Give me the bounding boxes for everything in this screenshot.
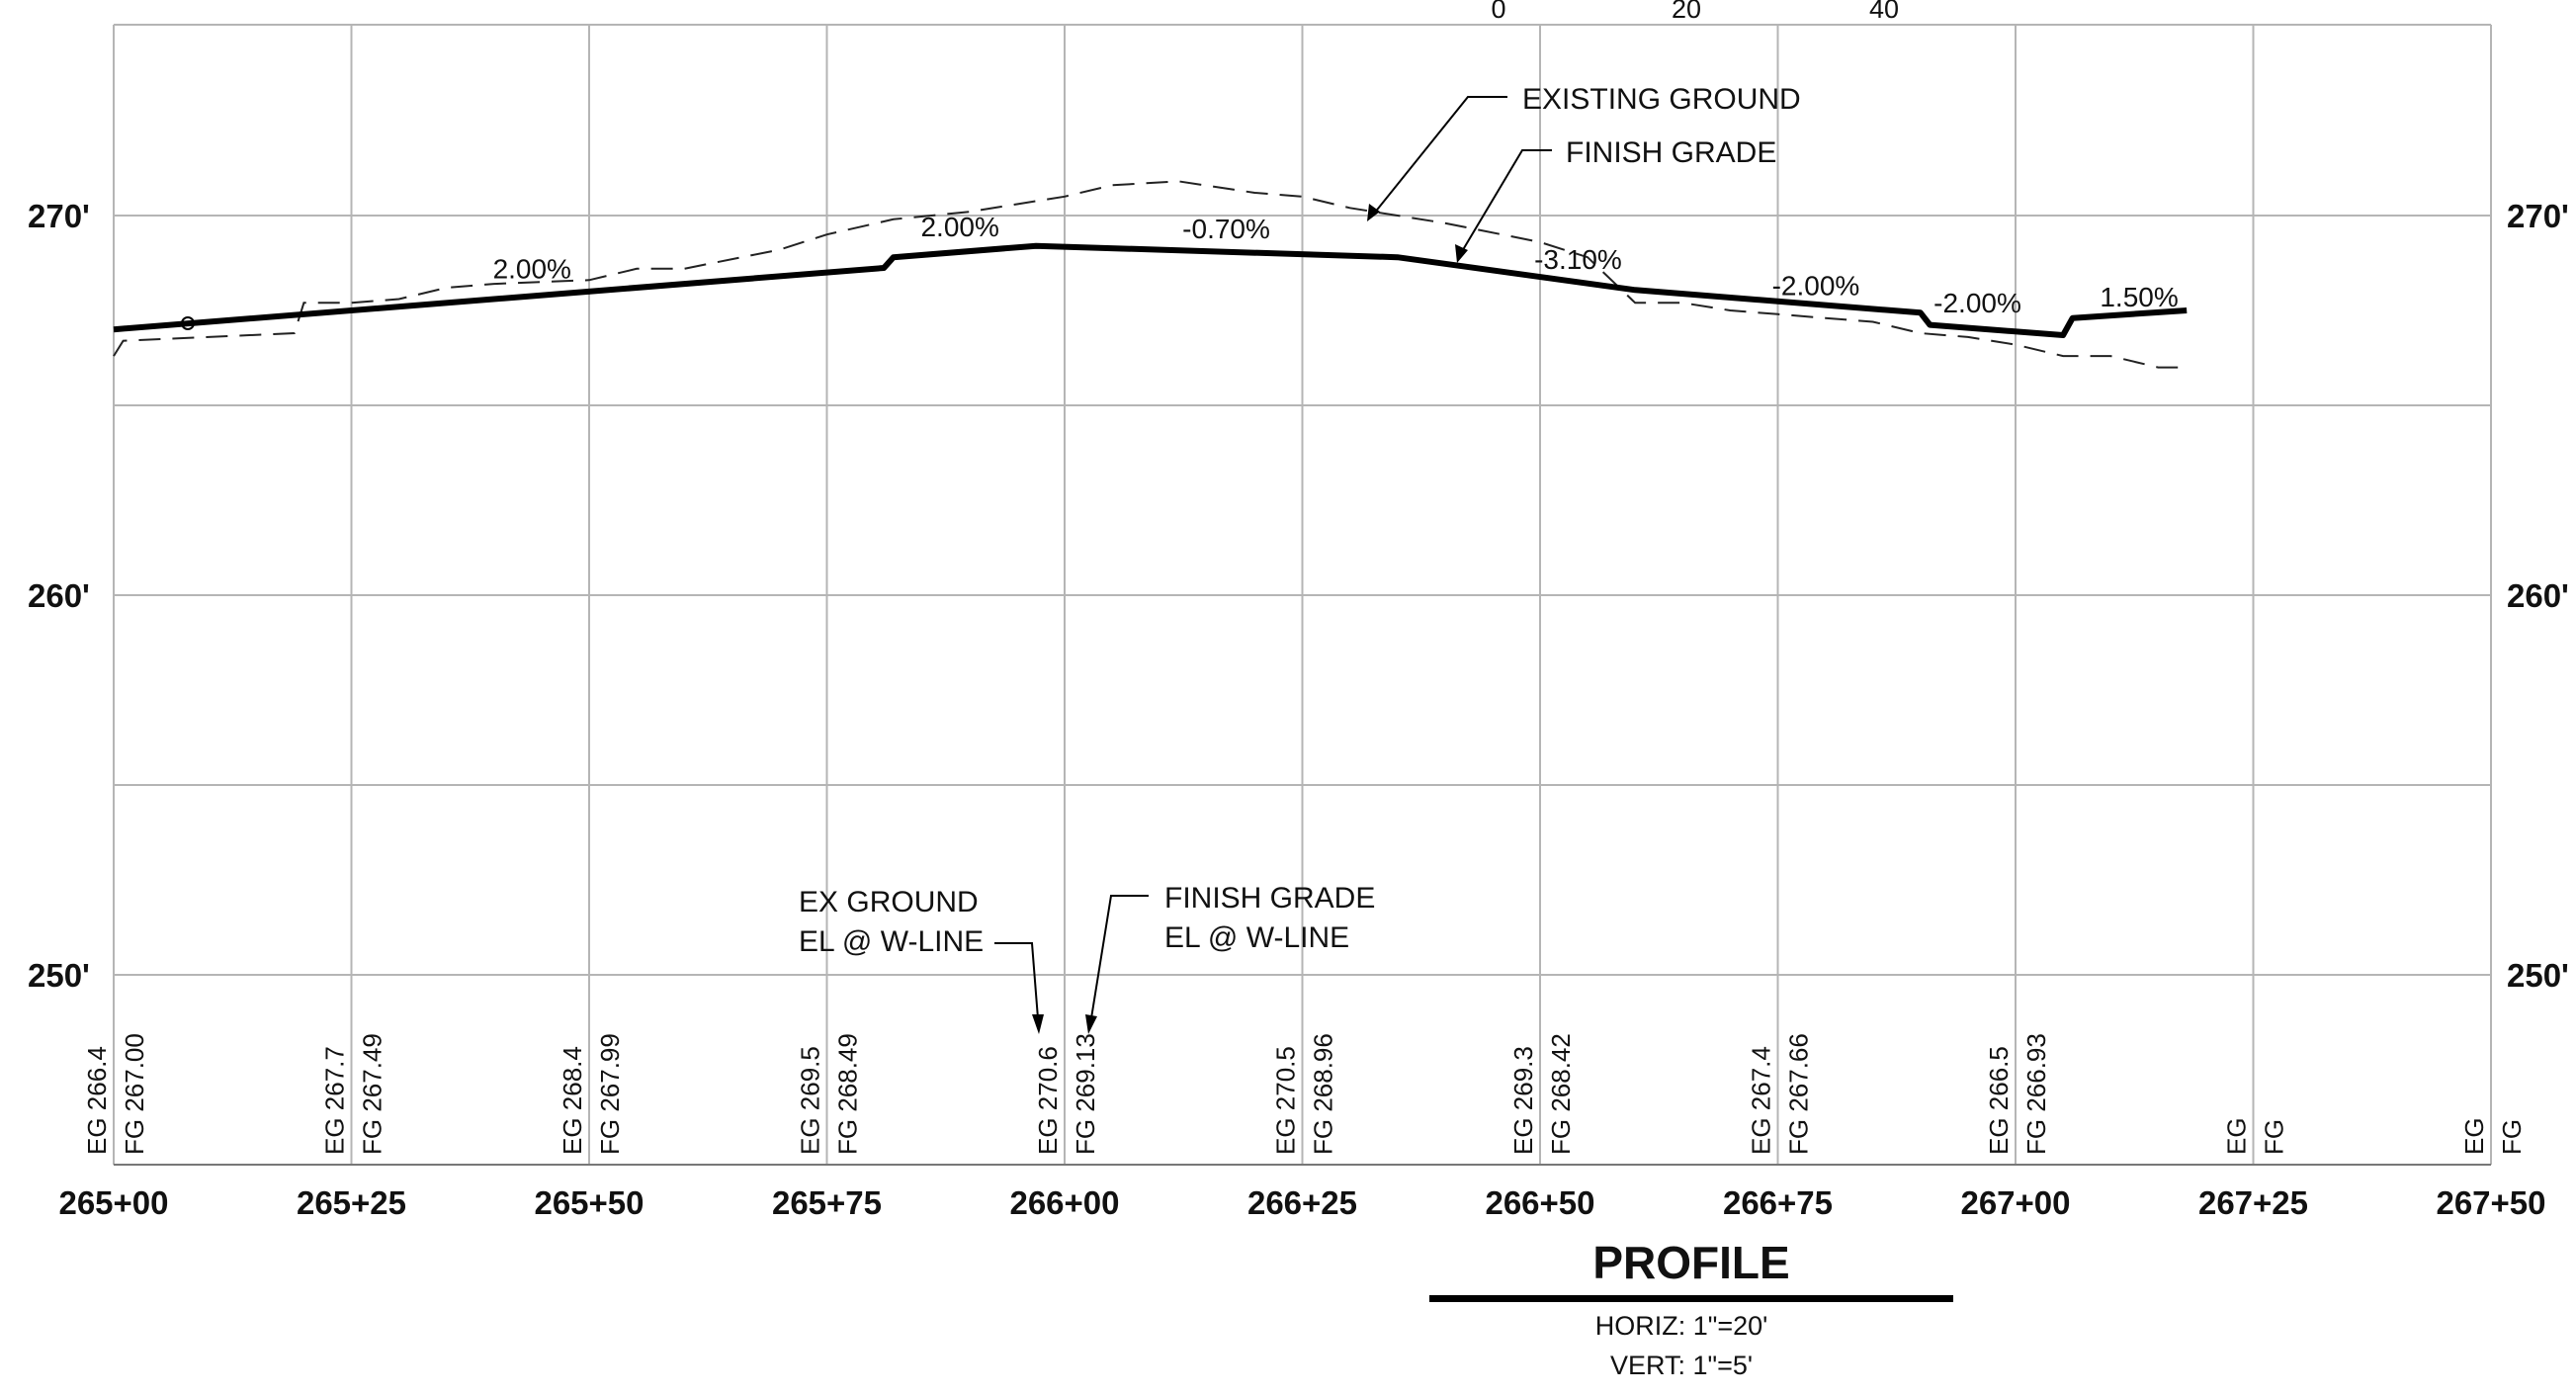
finish-grade-line <box>113 242 2188 338</box>
eg-value: EG 268.4 <box>558 1046 587 1155</box>
title-underline <box>1429 1295 1953 1302</box>
station-label: 265+75 <box>772 1184 882 1221</box>
fg-value: FG <box>2260 1119 2289 1155</box>
station-label: 267+50 <box>2436 1184 2545 1221</box>
station-labels: 265+00 265+25 265+50 265+75 266+00 266+25 266+… <box>58 1184 2545 1221</box>
begin-marker <box>181 316 195 330</box>
finish-grade-w-line-callout: FINISH GRADE EL @ W-LINE <box>1085 882 1375 1034</box>
elevation-label-250-right: 250' <box>2507 957 2569 994</box>
fg-value: FG 268.49 <box>833 1033 863 1155</box>
fg-value: FG 269.13 <box>1071 1033 1100 1155</box>
eg-value: EG 270.6 <box>1033 1046 1063 1155</box>
fg-value: FG 268.42 <box>1546 1033 1576 1155</box>
scale-label-40: 40 <box>1869 0 1899 24</box>
ex-ground-label-line1: EX GROUND <box>799 886 979 918</box>
fg-value: FG 267.99 <box>595 1033 625 1155</box>
vert-scale-label: VERT: 1"=5' <box>1610 1351 1753 1380</box>
eg-value: EG 267.7 <box>320 1046 350 1155</box>
horiz-scale-label: HORIZ: 1"=20' <box>1595 1311 1768 1341</box>
elevation-labels-right: 270' 260' 250' <box>2507 198 2569 994</box>
eg-value: EG <box>2459 1117 2489 1155</box>
grade-label: -3.10% <box>1534 244 1622 275</box>
eg-value: EG 269.3 <box>1508 1046 1538 1155</box>
fg-value: FG 266.93 <box>2021 1033 2051 1155</box>
existing-ground-callout: EXISTING GROUND <box>1367 83 1801 221</box>
fg-value: FG 268.96 <box>1309 1033 1338 1155</box>
station-label: 265+00 <box>58 1184 168 1221</box>
scale-label-0: 0 <box>1491 0 1505 24</box>
station-label: 267+00 <box>1960 1184 2070 1221</box>
eg-value: EG <box>2222 1117 2252 1155</box>
eg-value: EG 270.5 <box>1271 1046 1301 1155</box>
eg-value: EG 269.5 <box>796 1046 825 1155</box>
grade-label: 2.00% <box>920 212 998 242</box>
ex-ground-label-line2: EL @ W-LINE <box>799 925 984 958</box>
station-label: 266+25 <box>1247 1184 1357 1221</box>
eg-value: EG 267.4 <box>1747 1046 1776 1155</box>
elevation-labels-left: 270' 260' 250' <box>28 198 90 994</box>
elevation-label-260-left: 260' <box>28 577 90 614</box>
fg-value: FG 267.66 <box>1784 1033 1814 1155</box>
station-label: 265+25 <box>297 1184 406 1221</box>
elevation-label-260-right: 260' <box>2507 577 2569 614</box>
grid <box>113 24 2492 1166</box>
eg-value: EG 266.5 <box>1984 1046 2014 1155</box>
profile-title: PROFILE <box>1592 1237 1789 1288</box>
finish-grade-callout: FINISH GRADE <box>1455 136 1776 263</box>
station-label: 266+75 <box>1723 1184 1833 1221</box>
station-label: 267+25 <box>2198 1184 2308 1221</box>
finish-grade-w-line-label-line1: FINISH GRADE <box>1164 882 1375 915</box>
elevation-label-250-left: 250' <box>28 957 90 994</box>
grade-label: 2.00% <box>493 253 571 284</box>
grade-label: -0.70% <box>1182 214 1270 244</box>
grade-label: -2.00% <box>1772 271 1860 302</box>
station-label: 265+50 <box>534 1184 644 1221</box>
grade-label: -2.00% <box>1933 288 2021 318</box>
finish-grade-w-line-label-line2: EL @ W-LINE <box>1164 921 1349 954</box>
grade-label: 1.50% <box>2100 282 2178 312</box>
fg-value: FG 267.00 <box>120 1033 149 1155</box>
eg-value: EG 266.4 <box>82 1046 112 1155</box>
scale-bar: 0 20 40 <box>1491 0 1899 24</box>
scale-label-20: 20 <box>1672 0 1701 24</box>
fg-value: FG <box>2497 1119 2527 1155</box>
elevation-label-270-left: 270' <box>28 198 90 234</box>
elevation-table: EG 266.4 FG 267.00 EG 267.7 FG 267.49 EG 268… <box>82 1033 2527 1155</box>
station-label: 266+50 <box>1485 1184 1594 1221</box>
finish-grade-callout-label: FINISH GRADE <box>1566 136 1776 169</box>
station-label: 266+00 <box>1009 1184 1119 1221</box>
elevation-label-270-right: 270' <box>2507 198 2569 234</box>
title-block: PROFILE HORIZ: 1"=20' VERT: 1"=5' <box>1429 1237 1953 1380</box>
ex-ground-w-line-callout: EX GROUND EL @ W-LINE <box>799 886 1044 1034</box>
grade-labels: 2.00% 2.00% -0.70% -3.10% -2.00% -2.00% 1.50% <box>493 212 2179 318</box>
existing-ground-callout-label: EXISTING GROUND <box>1522 83 1801 116</box>
existing-ground-line <box>113 180 2188 369</box>
fg-value: FG 267.49 <box>358 1033 387 1155</box>
